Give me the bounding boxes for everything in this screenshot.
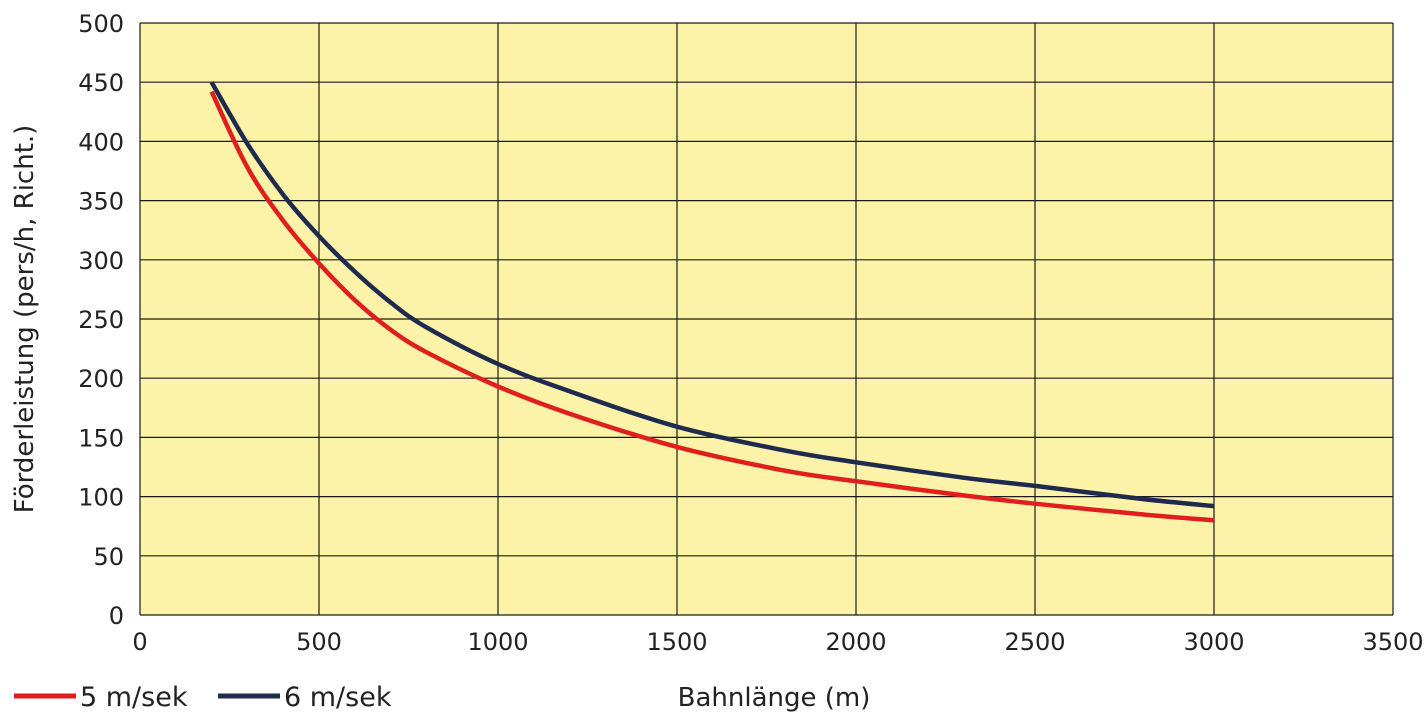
y-tick-label: 350 [78,188,124,216]
y-axis-ticks: 0 50 100 150 200 250 300 350 400 450 500 [78,10,124,630]
y-tick-label: 300 [78,247,124,275]
y-tick-label: 100 [78,484,124,512]
x-axis-label: Bahnlänge (m) [678,683,871,713]
y-tick-label: 0 [109,602,124,630]
y-tick-label: 250 [78,306,124,334]
x-tick-label: 500 [296,628,342,656]
y-tick-label: 500 [78,10,124,38]
y-tick-label: 150 [78,424,124,452]
series-line-1 [209,90,1215,523]
x-tick-label: 1500 [646,628,707,656]
grid [139,22,1394,616]
x-axis-ticks: 0 500 1000 1500 2000 2500 3000 3500 [132,628,1423,656]
x-tick-label: 3000 [1183,628,1244,656]
x-tick-label: 2500 [1004,628,1065,656]
y-tick-label: 450 [78,69,124,97]
x-tick-label: 2000 [825,628,886,656]
y-tick-label: 200 [78,365,124,393]
x-tick-label: 3500 [1362,628,1423,656]
series-line-2 [209,81,1215,509]
legend-label-1: 5 m/sek [80,682,188,713]
y-tick-label: 400 [78,128,124,156]
y-tick-label: 50 [93,543,124,571]
x-tick-label: 0 [132,628,147,656]
x-tick-label: 1000 [467,628,528,656]
y-axis-label: Förderleistung (pers/h, Richt.) [10,125,40,514]
legend: 5 m/sek 6 m/sek [14,682,392,713]
legend-label-2: 6 m/sek [284,682,392,713]
series-lines [209,81,1215,523]
